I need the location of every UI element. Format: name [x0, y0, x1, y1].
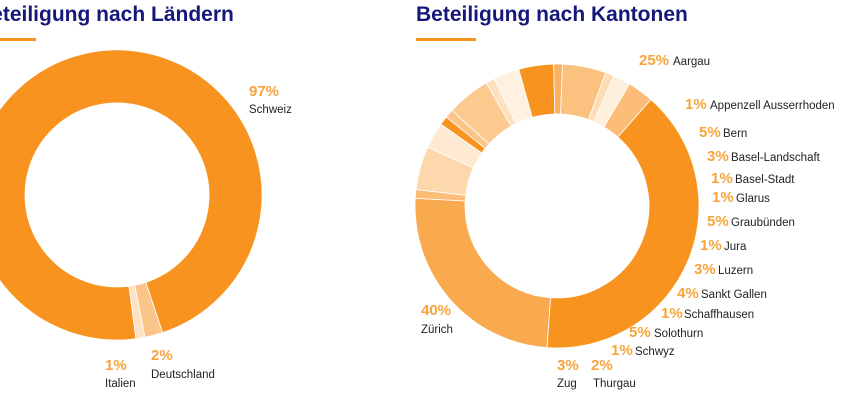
- value-label-appenzell-ausserrhoden: 1%: [685, 96, 707, 113]
- category-label-luzern: Luzern: [718, 265, 753, 277]
- value-label-solothurn: 5%: [629, 324, 651, 341]
- value-label-deutschland: 2%: [151, 347, 173, 364]
- category-label-schweiz: Schweiz: [249, 104, 292, 116]
- category-label-zug: Zug: [557, 378, 577, 390]
- value-label-luzern: 3%: [694, 261, 716, 278]
- category-label-bern: Bern: [723, 128, 747, 140]
- category-label-glarus: Glarus: [736, 193, 770, 205]
- value-label-zurich: 40%: [421, 302, 451, 319]
- category-label-thurgau: Thurgau: [593, 378, 636, 390]
- slice-aargau: [414, 197, 552, 349]
- value-label-schaffhausen: 1%: [661, 305, 683, 322]
- category-label-graubunden: Graubünden: [731, 217, 795, 229]
- value-label-aargau: 25%: [639, 52, 669, 69]
- value-label-bern: 5%: [699, 124, 721, 141]
- category-label-aargau: Aargau: [673, 56, 710, 68]
- value-label-thurgau: 2%: [591, 357, 613, 374]
- category-label-zurich: Zürich: [421, 324, 453, 336]
- category-label-basel-stadt: Basel-Stadt: [735, 174, 795, 186]
- title-underline-cantons: [416, 38, 476, 41]
- category-label-basel-landschaft: Basel-Landschaft: [731, 152, 821, 164]
- value-label-italien: 1%: [105, 357, 127, 374]
- slice-italien: [128, 284, 146, 340]
- value-label-zug: 3%: [557, 357, 579, 374]
- category-label-sankt-gallen: Sankt Gallen: [701, 289, 767, 301]
- countries-labels: 97% Schweiz 2% Deutschland 1% Italien: [105, 83, 292, 390]
- slice-zurich: [546, 98, 700, 349]
- value-label-basel-landschaft: 3%: [707, 148, 729, 165]
- category-label-appenzell-ausserrhoden: Appenzell Ausserrhoden: [710, 100, 835, 112]
- title-underline-countries: [0, 38, 36, 41]
- category-label-deutschland: Deutschland: [151, 369, 215, 381]
- countries-donut-chart: [0, 49, 263, 341]
- category-label-italien: Italien: [105, 378, 136, 390]
- value-label-schweiz: 97%: [249, 83, 279, 100]
- chart-title-cantons: Beteiligung nach Kantonen: [416, 3, 688, 26]
- value-label-basel-stadt: 1%: [711, 170, 733, 187]
- value-label-graubunden: 5%: [707, 213, 729, 230]
- chart-title-countries: Beteiligung nach Ländern: [0, 3, 234, 26]
- category-label-schaffhausen: Schaffhausen: [684, 309, 754, 321]
- value-label-sankt-gallen: 4%: [677, 285, 699, 302]
- value-label-schwyz: 1%: [611, 342, 633, 359]
- category-label-jura: Jura: [724, 241, 747, 253]
- value-label-jura: 1%: [700, 237, 722, 254]
- slice-schweiz: [0, 49, 263, 341]
- category-label-solothurn: Solothurn: [654, 328, 703, 340]
- category-label-schwyz: Schwyz: [635, 346, 675, 358]
- value-label-glarus: 1%: [712, 189, 734, 206]
- cantons-donut-chart: [414, 63, 700, 349]
